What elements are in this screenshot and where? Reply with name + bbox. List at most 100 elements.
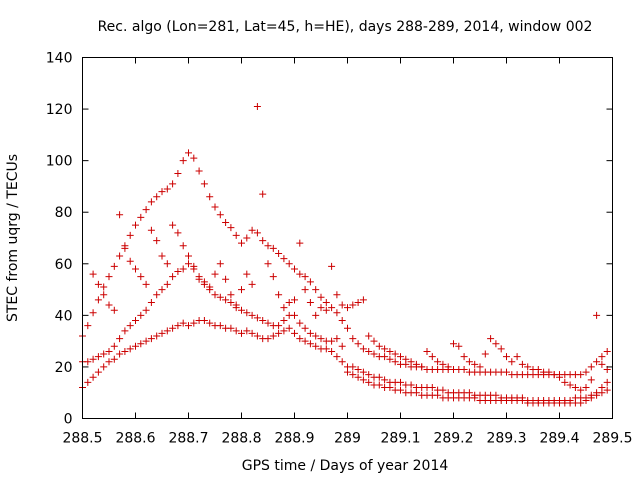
data-point — [121, 327, 129, 335]
data-point — [428, 384, 436, 392]
data-point — [153, 237, 161, 245]
data-point — [603, 386, 611, 394]
y-tick-label: 100 — [46, 154, 73, 170]
data-point — [253, 332, 261, 340]
y-axis-label: STEC from uqrg / TECUs — [5, 154, 21, 322]
data-point — [185, 260, 192, 268]
data-point — [503, 368, 510, 376]
data-point — [94, 280, 102, 288]
data-point — [163, 280, 171, 288]
data-point — [571, 384, 579, 392]
data-point — [243, 327, 251, 335]
data-point — [248, 226, 256, 234]
data-point — [439, 386, 447, 394]
data-point — [455, 342, 463, 350]
data-point — [174, 170, 182, 178]
data-point — [476, 363, 484, 371]
data-point — [465, 358, 473, 366]
data-point — [524, 363, 532, 371]
data-point — [317, 293, 325, 301]
data-point — [147, 298, 155, 306]
data-point — [275, 329, 283, 337]
data-point — [179, 265, 187, 273]
data-point — [534, 366, 542, 374]
data-point — [206, 319, 214, 327]
data-point — [317, 335, 325, 343]
data-point — [206, 193, 214, 201]
data-point — [142, 337, 150, 345]
data-point — [333, 335, 341, 343]
x-tick-label: 288.6 — [115, 431, 155, 447]
data-point — [89, 270, 97, 278]
data-point — [508, 358, 516, 366]
data-point — [582, 394, 590, 402]
data-point — [577, 371, 585, 379]
data-point — [190, 319, 198, 327]
data-point — [153, 193, 161, 201]
data-point — [158, 329, 166, 337]
data-point — [280, 304, 288, 312]
data-point — [232, 231, 240, 239]
data-point — [434, 358, 442, 366]
data-point — [518, 394, 526, 402]
data-point — [195, 167, 203, 175]
data-point — [105, 358, 113, 366]
data-point — [550, 371, 558, 379]
data-point — [105, 301, 113, 309]
data-point — [370, 337, 378, 345]
data-point — [132, 221, 139, 229]
data-point — [105, 347, 113, 355]
data-point — [126, 322, 134, 330]
data-point — [147, 198, 155, 206]
data-point — [354, 366, 362, 374]
data-point — [328, 262, 336, 270]
data-point — [397, 353, 404, 361]
data-point — [285, 298, 293, 306]
data-point — [450, 340, 457, 348]
y-tick-label: 40 — [55, 308, 73, 324]
data-point — [301, 337, 309, 345]
data-point — [222, 296, 230, 304]
y-tick-label: 140 — [46, 51, 73, 67]
data-point — [222, 219, 230, 227]
data-point — [465, 389, 473, 397]
data-point — [359, 376, 367, 384]
data-point — [471, 360, 479, 368]
data-point — [296, 270, 304, 278]
data-point — [174, 268, 182, 276]
x-tick-label: 289.3 — [486, 431, 526, 447]
data-point — [492, 391, 500, 399]
data-point — [306, 340, 314, 348]
data-point — [105, 273, 113, 281]
data-point — [259, 190, 267, 198]
x-tick-label: 288.9 — [274, 431, 314, 447]
x-axis-ticks: 288.5 288.6 288.7 288.8 288.9 289 289.1 289.2 28… — [62, 57, 633, 447]
data-point — [163, 185, 171, 193]
data-point — [200, 317, 208, 325]
data-point — [333, 309, 341, 317]
data-point — [158, 188, 166, 196]
data-point — [354, 340, 362, 348]
data-point — [312, 286, 320, 294]
data-point — [296, 239, 304, 247]
data-point — [359, 345, 367, 353]
data-point — [163, 327, 171, 335]
data-point — [338, 358, 346, 366]
y-tick-label: 80 — [55, 205, 73, 221]
data-point — [269, 273, 277, 281]
y-tick-label: 60 — [55, 257, 73, 273]
data-point — [126, 257, 134, 265]
data-point — [110, 262, 118, 270]
x-tick-label: 289.2 — [433, 431, 473, 447]
data-point — [285, 260, 293, 268]
data-point — [94, 296, 102, 304]
data-point — [280, 317, 288, 325]
data-point — [142, 306, 150, 314]
data-point — [296, 335, 304, 343]
data-point — [269, 332, 277, 340]
data-point — [179, 319, 187, 327]
data-point — [312, 311, 320, 319]
data-point — [291, 265, 298, 273]
data-point — [89, 373, 97, 381]
